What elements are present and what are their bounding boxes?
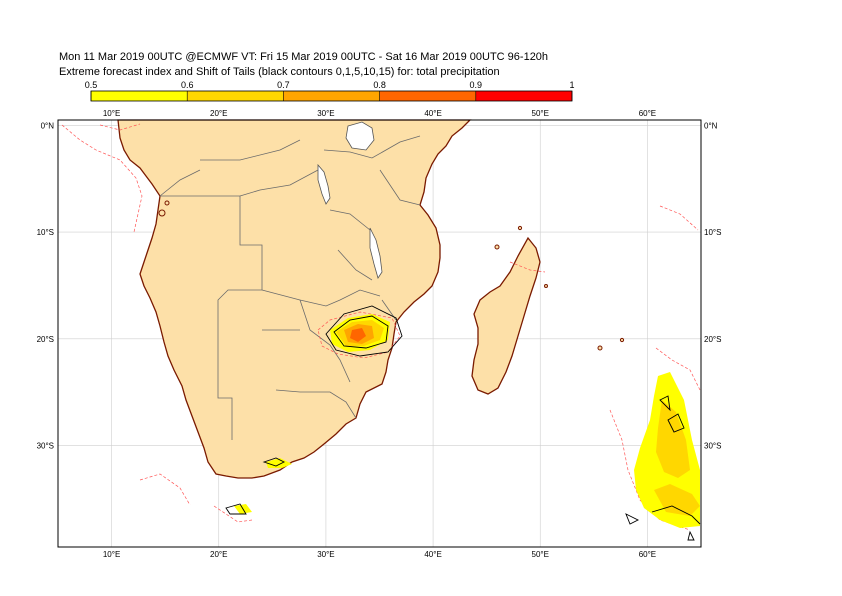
efi-dashed-contours — [61, 123, 701, 531]
small-islands — [158, 200, 625, 351]
map-title-line1: Mon 11 Mar 2019 00UTC @ECMWF VT: Fri 15 … — [59, 51, 549, 63]
lon-label-bottom: 50°E — [532, 550, 549, 559]
lat-label-right: 30°S — [704, 442, 721, 451]
lat-label-right: 0°N — [704, 121, 718, 130]
sot-contours — [225, 305, 701, 541]
lon-label-bottom: 30°E — [317, 550, 334, 559]
efi-area-zimbabwe-red — [350, 328, 366, 342]
lat-label-right: 20°S — [704, 335, 721, 344]
lon-label-bottom: 10°E — [103, 550, 120, 559]
lake-malawi — [369, 227, 383, 279]
lon-label-bottom: 20°E — [210, 550, 227, 559]
lon-label-top: 20°E — [210, 109, 227, 118]
map-title-line2: Extreme forecast index and Shift of Tail… — [59, 66, 500, 78]
lon-label-top: 30°E — [317, 109, 334, 118]
lat-label-left: 0°N — [41, 121, 55, 130]
colorbar-tick-label: 0.5 — [85, 80, 98, 90]
colorbar-tick-label: 0.8 — [373, 80, 386, 90]
madagascar — [471, 236, 541, 395]
colorbar-segment — [379, 91, 476, 101]
efi-colorbar: 0.5 0.6 0.7 0.8 0.9 1 — [85, 80, 575, 102]
colorbar-tick-label: 0.9 — [470, 80, 483, 90]
colorbar-segment — [91, 91, 188, 101]
africa-landmass — [117, 119, 472, 479]
colorbar-tick-label: 0.6 — [181, 80, 194, 90]
efi-area-southcoast — [266, 458, 292, 468]
colorbar-tick-label: 1 — [569, 80, 574, 90]
lon-label-top: 60°E — [639, 109, 656, 118]
lon-label-top: 10°E — [103, 109, 120, 118]
lon-label-top: 40°E — [424, 109, 441, 118]
lake-victoria — [345, 121, 375, 151]
lat-label-left: 10°S — [37, 228, 54, 237]
map-frame — [57, 119, 702, 548]
colorbar-segment — [475, 91, 572, 101]
lon-label-bottom: 60°E — [639, 550, 656, 559]
efi-area-ocean-gold — [656, 400, 690, 478]
lat-label-right: 10°S — [704, 228, 721, 237]
lon-label-top: 50°E — [532, 109, 549, 118]
country-borders — [159, 135, 421, 440]
colorbar-segment — [187, 91, 284, 101]
lake-tanganyika — [317, 163, 331, 205]
lat-label-left: 20°S — [37, 335, 54, 344]
colorbar-segment — [283, 91, 380, 101]
lon-label-bottom: 40°E — [424, 550, 441, 559]
colorbar-tick-label: 0.7 — [277, 80, 290, 90]
lat-label-left: 30°S — [37, 442, 54, 451]
